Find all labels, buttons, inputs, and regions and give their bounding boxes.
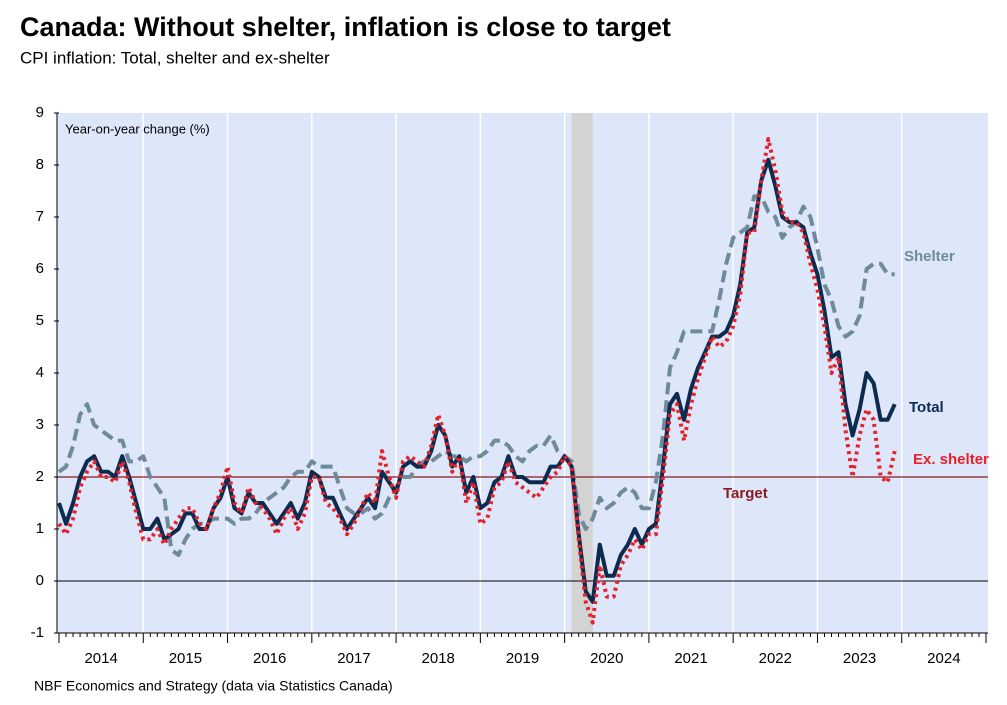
x-tick-label: 2023 <box>843 650 876 667</box>
x-tick-label: 2019 <box>506 650 539 667</box>
series-label: Ex. shelter <box>913 451 989 468</box>
y-tick-label: 2 <box>36 468 44 485</box>
x-tick-label: 2020 <box>590 650 623 667</box>
x-tick-label: 2021 <box>674 650 707 667</box>
y-axis-label: Year-on-year change (%) <box>65 121 210 136</box>
chart-title: Canada: Without shelter, inflation is cl… <box>20 12 671 42</box>
x-tick-label: 2014 <box>84 650 117 667</box>
y-tick-label: 6 <box>36 260 44 277</box>
y-tick-label: 1 <box>36 520 44 537</box>
source: NBF Economics and Strategy (data via Sta… <box>34 678 393 694</box>
x-tick-label: 2022 <box>759 650 792 667</box>
y-tick-label: 7 <box>36 208 44 225</box>
x-tick-label: 2018 <box>422 650 455 667</box>
y-tick-label: 0 <box>36 572 44 589</box>
y-tick-label: 4 <box>36 364 44 381</box>
series-line <box>57 137 897 625</box>
x-tick-label: 2016 <box>253 650 286 667</box>
y-tick-label: 9 <box>36 104 44 121</box>
x-tick-label: 2017 <box>337 650 370 667</box>
y-tick-label: 5 <box>36 312 44 329</box>
x-tick-label: 2024 <box>927 650 960 667</box>
series-label: Shelter <box>904 248 955 265</box>
series-label: Total <box>909 399 944 416</box>
y-tick-label: 8 <box>36 156 44 173</box>
chart-subtitle: CPI inflation: Total, shelter and ex-she… <box>20 48 330 67</box>
target-label: Target <box>723 485 768 502</box>
y-tick-label: -1 <box>31 624 44 641</box>
x-tick-label: 2015 <box>169 650 202 667</box>
plot-area <box>57 113 988 633</box>
y-tick-label: 3 <box>36 416 44 433</box>
